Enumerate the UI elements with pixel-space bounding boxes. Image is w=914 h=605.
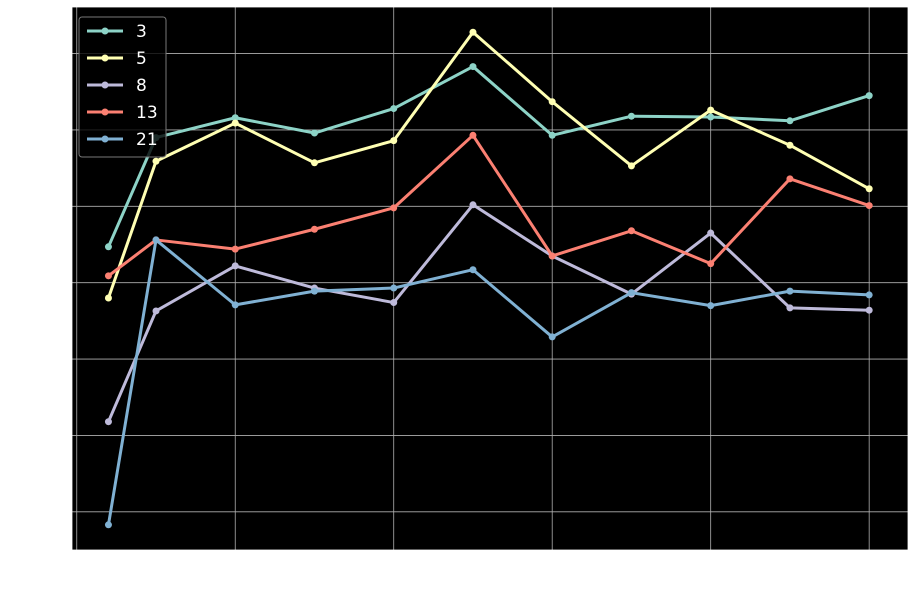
legend-label: 3 bbox=[136, 22, 147, 42]
data-point bbox=[786, 304, 794, 312]
data-point bbox=[390, 284, 398, 292]
data-point bbox=[104, 272, 112, 280]
data-point bbox=[707, 229, 715, 237]
data-point bbox=[231, 119, 239, 127]
data-point bbox=[469, 131, 477, 139]
data-point bbox=[310, 225, 318, 233]
data-point bbox=[786, 287, 794, 295]
data-point bbox=[865, 185, 873, 193]
data-point bbox=[231, 262, 239, 270]
legend-marker bbox=[101, 27, 109, 35]
data-point bbox=[627, 112, 635, 120]
data-point bbox=[707, 106, 715, 114]
data-point bbox=[469, 28, 477, 36]
data-point bbox=[390, 204, 398, 212]
data-point bbox=[104, 418, 112, 426]
data-point bbox=[707, 302, 715, 310]
legend-label: 13 bbox=[136, 103, 158, 123]
data-point bbox=[390, 299, 398, 307]
legend-marker bbox=[101, 135, 109, 143]
data-point bbox=[152, 157, 160, 165]
data-point bbox=[231, 114, 239, 122]
legend-marker bbox=[101, 81, 109, 89]
data-point bbox=[310, 129, 318, 137]
legend-label: 5 bbox=[136, 49, 147, 69]
data-point bbox=[310, 159, 318, 167]
legend-box bbox=[78, 16, 167, 158]
data-point bbox=[865, 291, 873, 299]
data-point bbox=[786, 175, 794, 183]
series-5 bbox=[104, 28, 873, 302]
legend-item: 5 bbox=[87, 49, 147, 69]
legend-marker bbox=[101, 54, 109, 62]
data-point bbox=[390, 137, 398, 145]
data-point bbox=[548, 333, 556, 341]
series-13 bbox=[104, 131, 873, 280]
legend-marker bbox=[101, 108, 109, 116]
axes-frame bbox=[71, 6, 909, 551]
legend: 3 5 8 13 21 bbox=[78, 16, 167, 158]
data-point bbox=[786, 117, 794, 125]
data-point bbox=[548, 98, 556, 106]
data-point bbox=[865, 92, 873, 100]
data-point bbox=[231, 245, 239, 253]
data-point bbox=[469, 63, 477, 71]
data-point bbox=[707, 113, 715, 121]
data-point bbox=[548, 252, 556, 260]
data-point bbox=[627, 289, 635, 297]
data-point bbox=[231, 301, 239, 309]
data-point bbox=[548, 131, 556, 139]
legend-item: 13 bbox=[87, 103, 158, 123]
data-point bbox=[627, 162, 635, 170]
data-point bbox=[152, 236, 160, 244]
legend-label: 8 bbox=[136, 76, 147, 96]
series-21 bbox=[104, 236, 873, 529]
legend-item: 21 bbox=[87, 130, 158, 150]
data-point bbox=[707, 260, 715, 268]
legend-item: 8 bbox=[87, 76, 147, 96]
data-point bbox=[104, 243, 112, 251]
data-point bbox=[152, 307, 160, 315]
legend-label: 21 bbox=[136, 130, 158, 150]
data-point bbox=[104, 521, 112, 529]
data-point bbox=[865, 306, 873, 314]
plot-area bbox=[72, 7, 908, 550]
data-point bbox=[310, 287, 318, 295]
legend-item: 3 bbox=[87, 22, 147, 42]
data-point bbox=[469, 201, 477, 209]
data-point bbox=[104, 294, 112, 302]
data-point bbox=[469, 266, 477, 274]
data-point bbox=[627, 227, 635, 235]
data-point bbox=[390, 105, 398, 113]
data-point bbox=[865, 202, 873, 210]
data-point bbox=[786, 141, 794, 149]
